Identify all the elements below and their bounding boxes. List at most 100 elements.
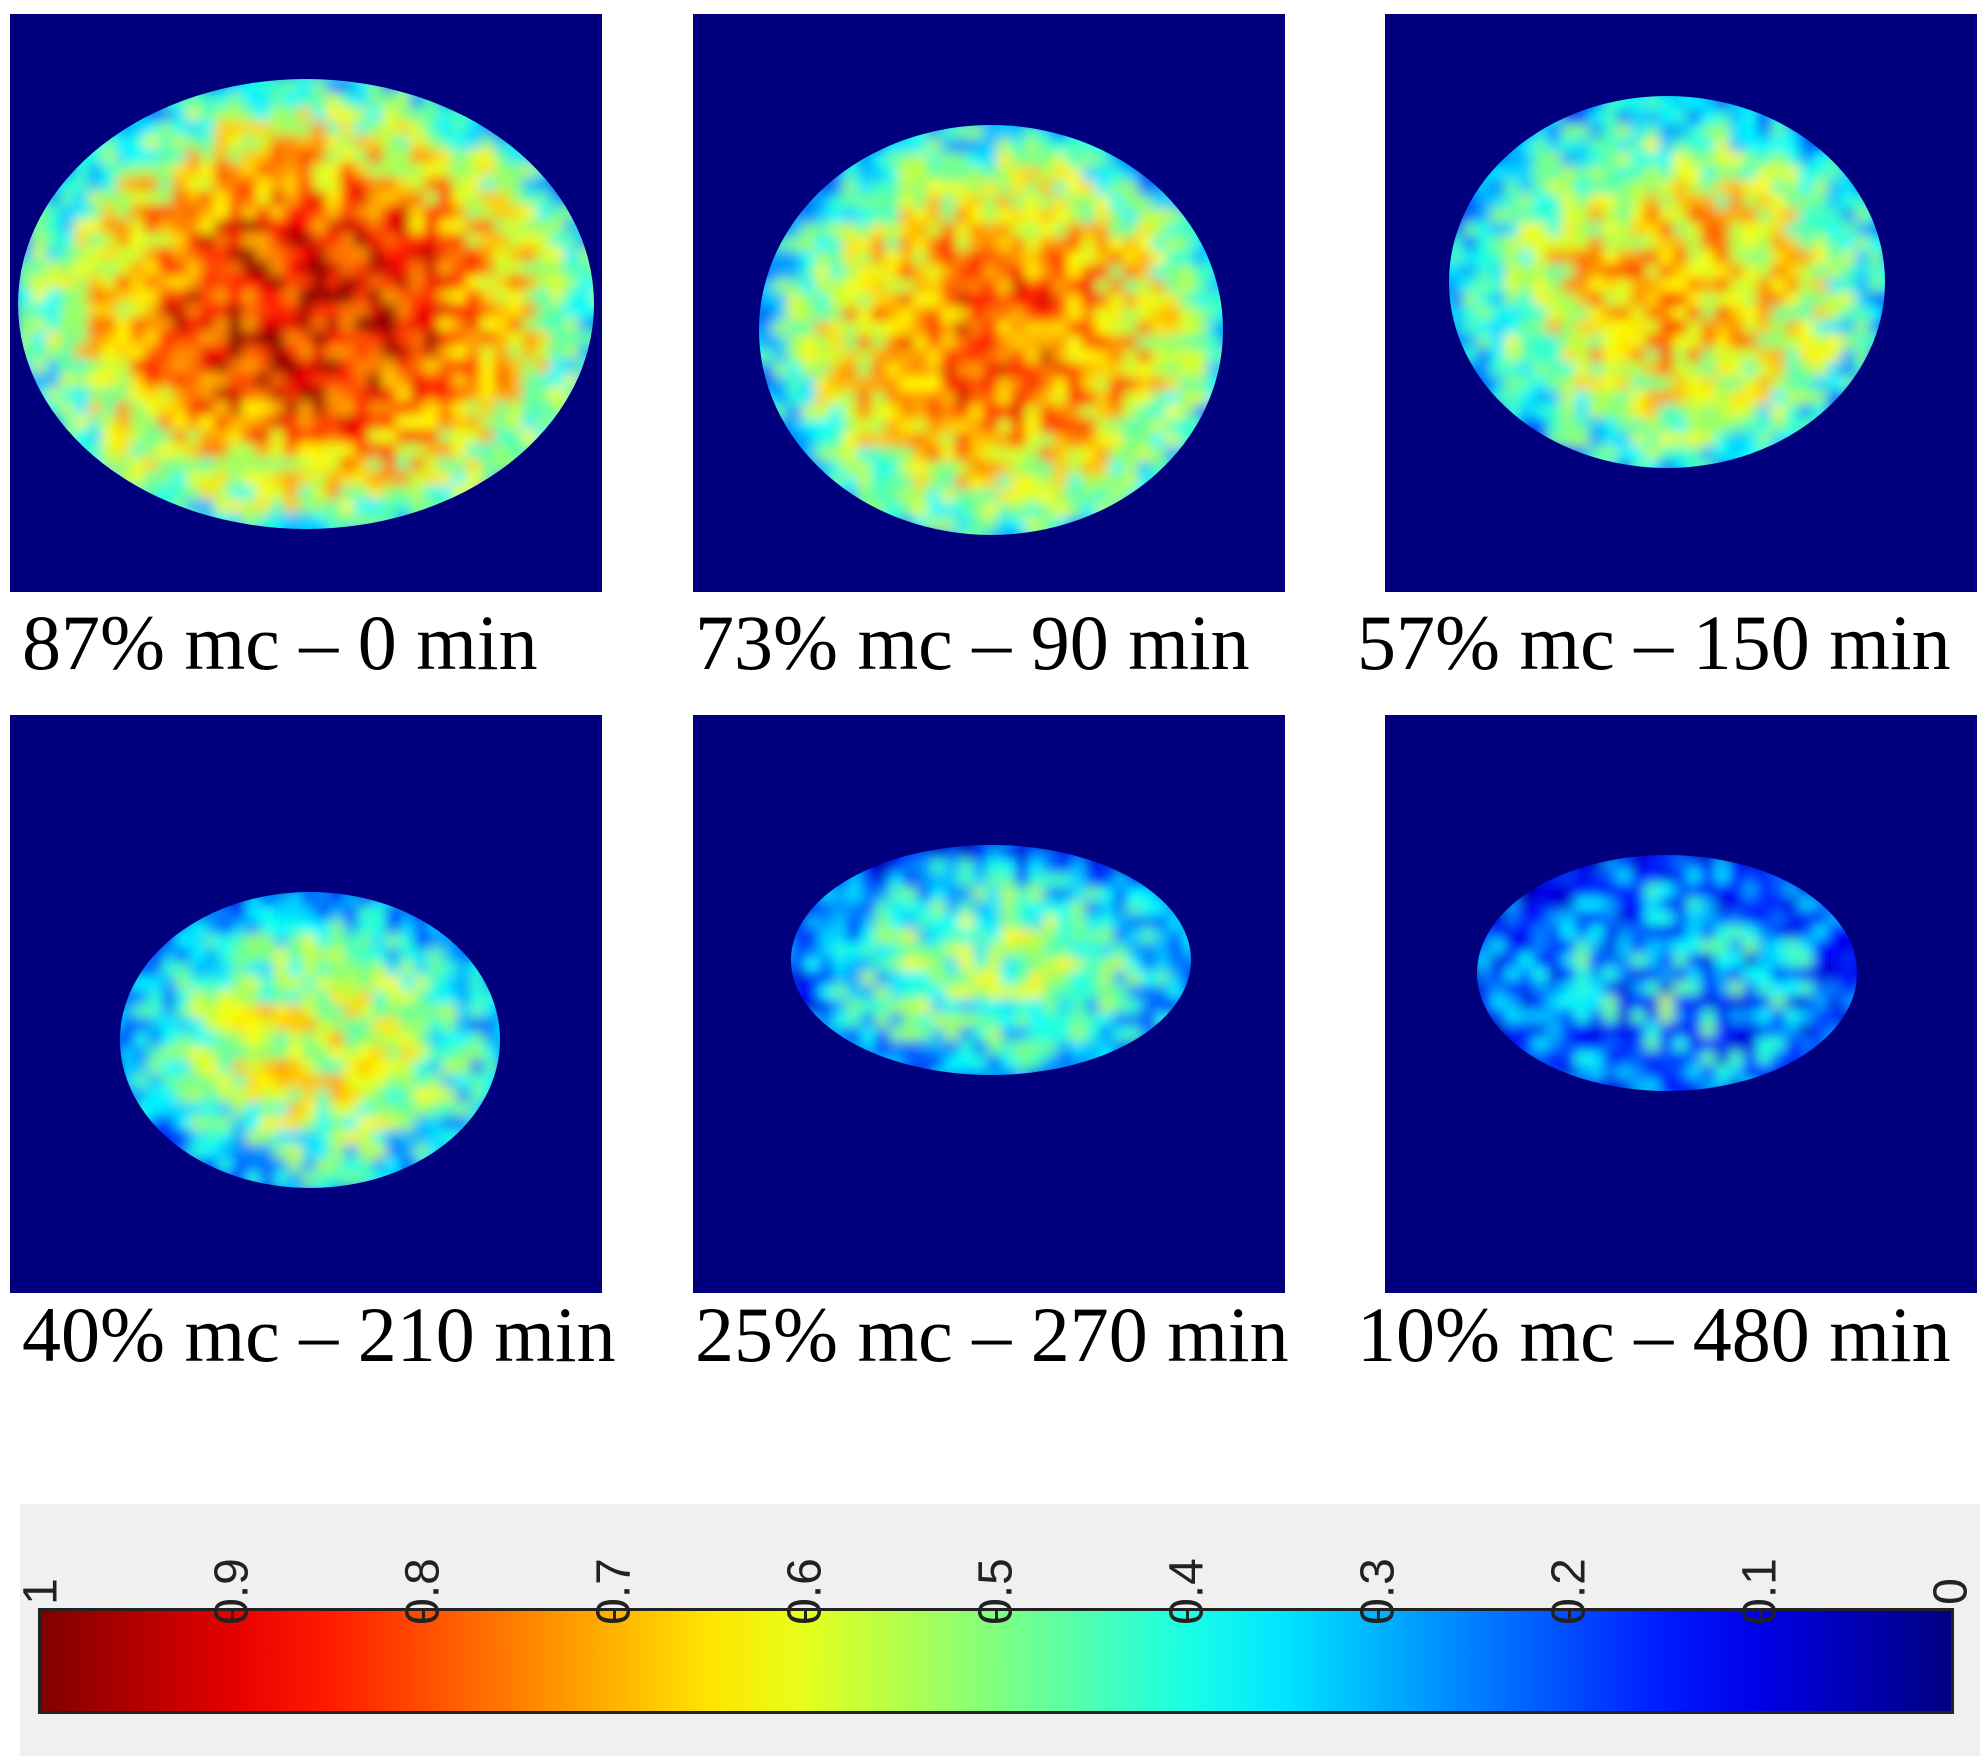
heatmap-cell — [46, 457, 62, 483]
heatmap-cell — [1841, 404, 1857, 430]
heatmap-cell — [564, 163, 580, 189]
heatmap-cell — [592, 331, 594, 357]
heatmap-cell — [144, 485, 160, 511]
heatmap-cell — [358, 1186, 374, 1188]
heatmap-cell — [498, 962, 500, 988]
heatmap-cell — [1897, 306, 1913, 331]
heatmap-cell — [1029, 1083, 1045, 1108]
heatmap-cell — [1169, 887, 1185, 913]
heatmap-cell — [270, 527, 286, 529]
heatmap-cell — [148, 1116, 164, 1142]
heatmap-cell — [759, 433, 775, 459]
heatmap-cell — [438, 485, 454, 511]
heatmap-cell — [246, 1186, 262, 1188]
heatmap-cell — [494, 485, 510, 511]
heatmap-cell — [1883, 236, 1885, 262]
heatmap-cell — [1193, 433, 1209, 459]
heatmap-cell — [172, 513, 188, 529]
heatmap-cell — [46, 149, 62, 175]
heatmap-cell — [759, 419, 775, 445]
heatmap-cell — [592, 233, 594, 259]
heatmap-cell — [1645, 1093, 1661, 1118]
heatmap-cell — [1011, 531, 1027, 535]
heatmap-cell — [316, 1186, 332, 1188]
heatmap-cell — [959, 1083, 975, 1108]
heatmap-cell — [1883, 222, 1885, 248]
heatmap-cell — [512, 1088, 528, 1113]
heatmap-cell — [148, 1144, 164, 1170]
heatmap-cell — [186, 541, 202, 566]
heatmap-cell — [536, 121, 552, 147]
heatmap-cell — [242, 527, 258, 529]
heatmap-cell — [522, 121, 538, 147]
heatmap-cell — [791, 915, 793, 941]
heatmap-cell — [1897, 208, 1913, 233]
heatmap-cell — [759, 251, 761, 277]
heatmap-cell — [829, 489, 845, 515]
heatmap-cell — [1127, 1027, 1143, 1053]
heatmap-cell — [1193, 419, 1209, 445]
heatmap-cell — [372, 1200, 388, 1225]
heatmap-cell — [1785, 1065, 1801, 1091]
heatmap-cell — [1207, 195, 1223, 221]
heatmap-cell — [927, 531, 943, 535]
heatmap-cell — [1533, 1079, 1549, 1091]
heatmap-cell — [522, 471, 538, 497]
heatmap-cell — [414, 1186, 430, 1188]
heatmap-cell — [1827, 418, 1843, 444]
heatmap-cell — [386, 1172, 402, 1188]
heatmap-cell — [1505, 1037, 1521, 1063]
heatmap-cell — [1813, 1065, 1829, 1091]
heatmap-cell — [815, 153, 831, 179]
heatmap-cell — [1491, 418, 1507, 444]
heatmap-cell — [1519, 446, 1535, 468]
heatmap-cell — [1025, 517, 1041, 535]
heatmap-cell — [955, 531, 971, 535]
heatmap-cell — [1193, 461, 1209, 487]
heatmap-cell — [815, 475, 831, 501]
heatmap-cell — [847, 1027, 863, 1053]
heatmap-cell — [1449, 264, 1451, 290]
heatmap-cell — [466, 513, 482, 529]
heatmap-cell — [1897, 362, 1913, 387]
heatmap-cell — [302, 1186, 318, 1188]
heatmap-cell — [1799, 418, 1815, 444]
heatmap-cell — [456, 1116, 472, 1142]
heatmap-cell — [116, 485, 132, 511]
heatmap-cell — [1081, 125, 1097, 137]
heatmap-cell — [1757, 474, 1773, 499]
heatmap-cell — [1099, 1055, 1115, 1075]
heatmap-cell — [1197, 943, 1213, 968]
heatmap-cell — [578, 373, 594, 399]
heatmap-cell — [959, 1069, 975, 1075]
heatmap-cell — [1095, 125, 1111, 151]
heatmap-cell — [1477, 1023, 1493, 1049]
heatmap-cell — [787, 433, 803, 459]
heatmap-cell — [424, 499, 440, 525]
heatmap-cell — [1897, 334, 1913, 359]
heatmap-cell — [564, 149, 580, 175]
heatmap-cell — [480, 93, 496, 119]
heatmap-cell — [959, 1055, 975, 1075]
heatmap-cell — [564, 401, 580, 427]
heatmap-cell — [773, 195, 789, 221]
heatmap-cell — [88, 471, 104, 497]
heatmap-cell — [302, 1200, 318, 1225]
heatmap-cell — [1001, 1069, 1017, 1075]
heatmap-cell — [1575, 1065, 1591, 1091]
heatmap-cell — [1477, 925, 1479, 951]
heatmap-cell — [480, 513, 496, 529]
heatmap-cell — [1841, 138, 1857, 164]
heatmap-cell — [927, 517, 943, 535]
heatmap-cell — [442, 906, 458, 932]
heatmap-cell — [759, 293, 761, 319]
heatmap-cell — [857, 531, 873, 535]
heatmap-cell — [847, 1041, 863, 1067]
heatmap-cell — [1841, 418, 1857, 444]
heatmap-cell — [452, 527, 468, 529]
heatmap-cell — [452, 485, 468, 511]
heatmap-cell — [274, 1186, 290, 1188]
heatmap-cell — [1235, 363, 1251, 388]
heatmap-cell — [791, 985, 807, 1011]
heatmap-cell — [592, 373, 594, 399]
